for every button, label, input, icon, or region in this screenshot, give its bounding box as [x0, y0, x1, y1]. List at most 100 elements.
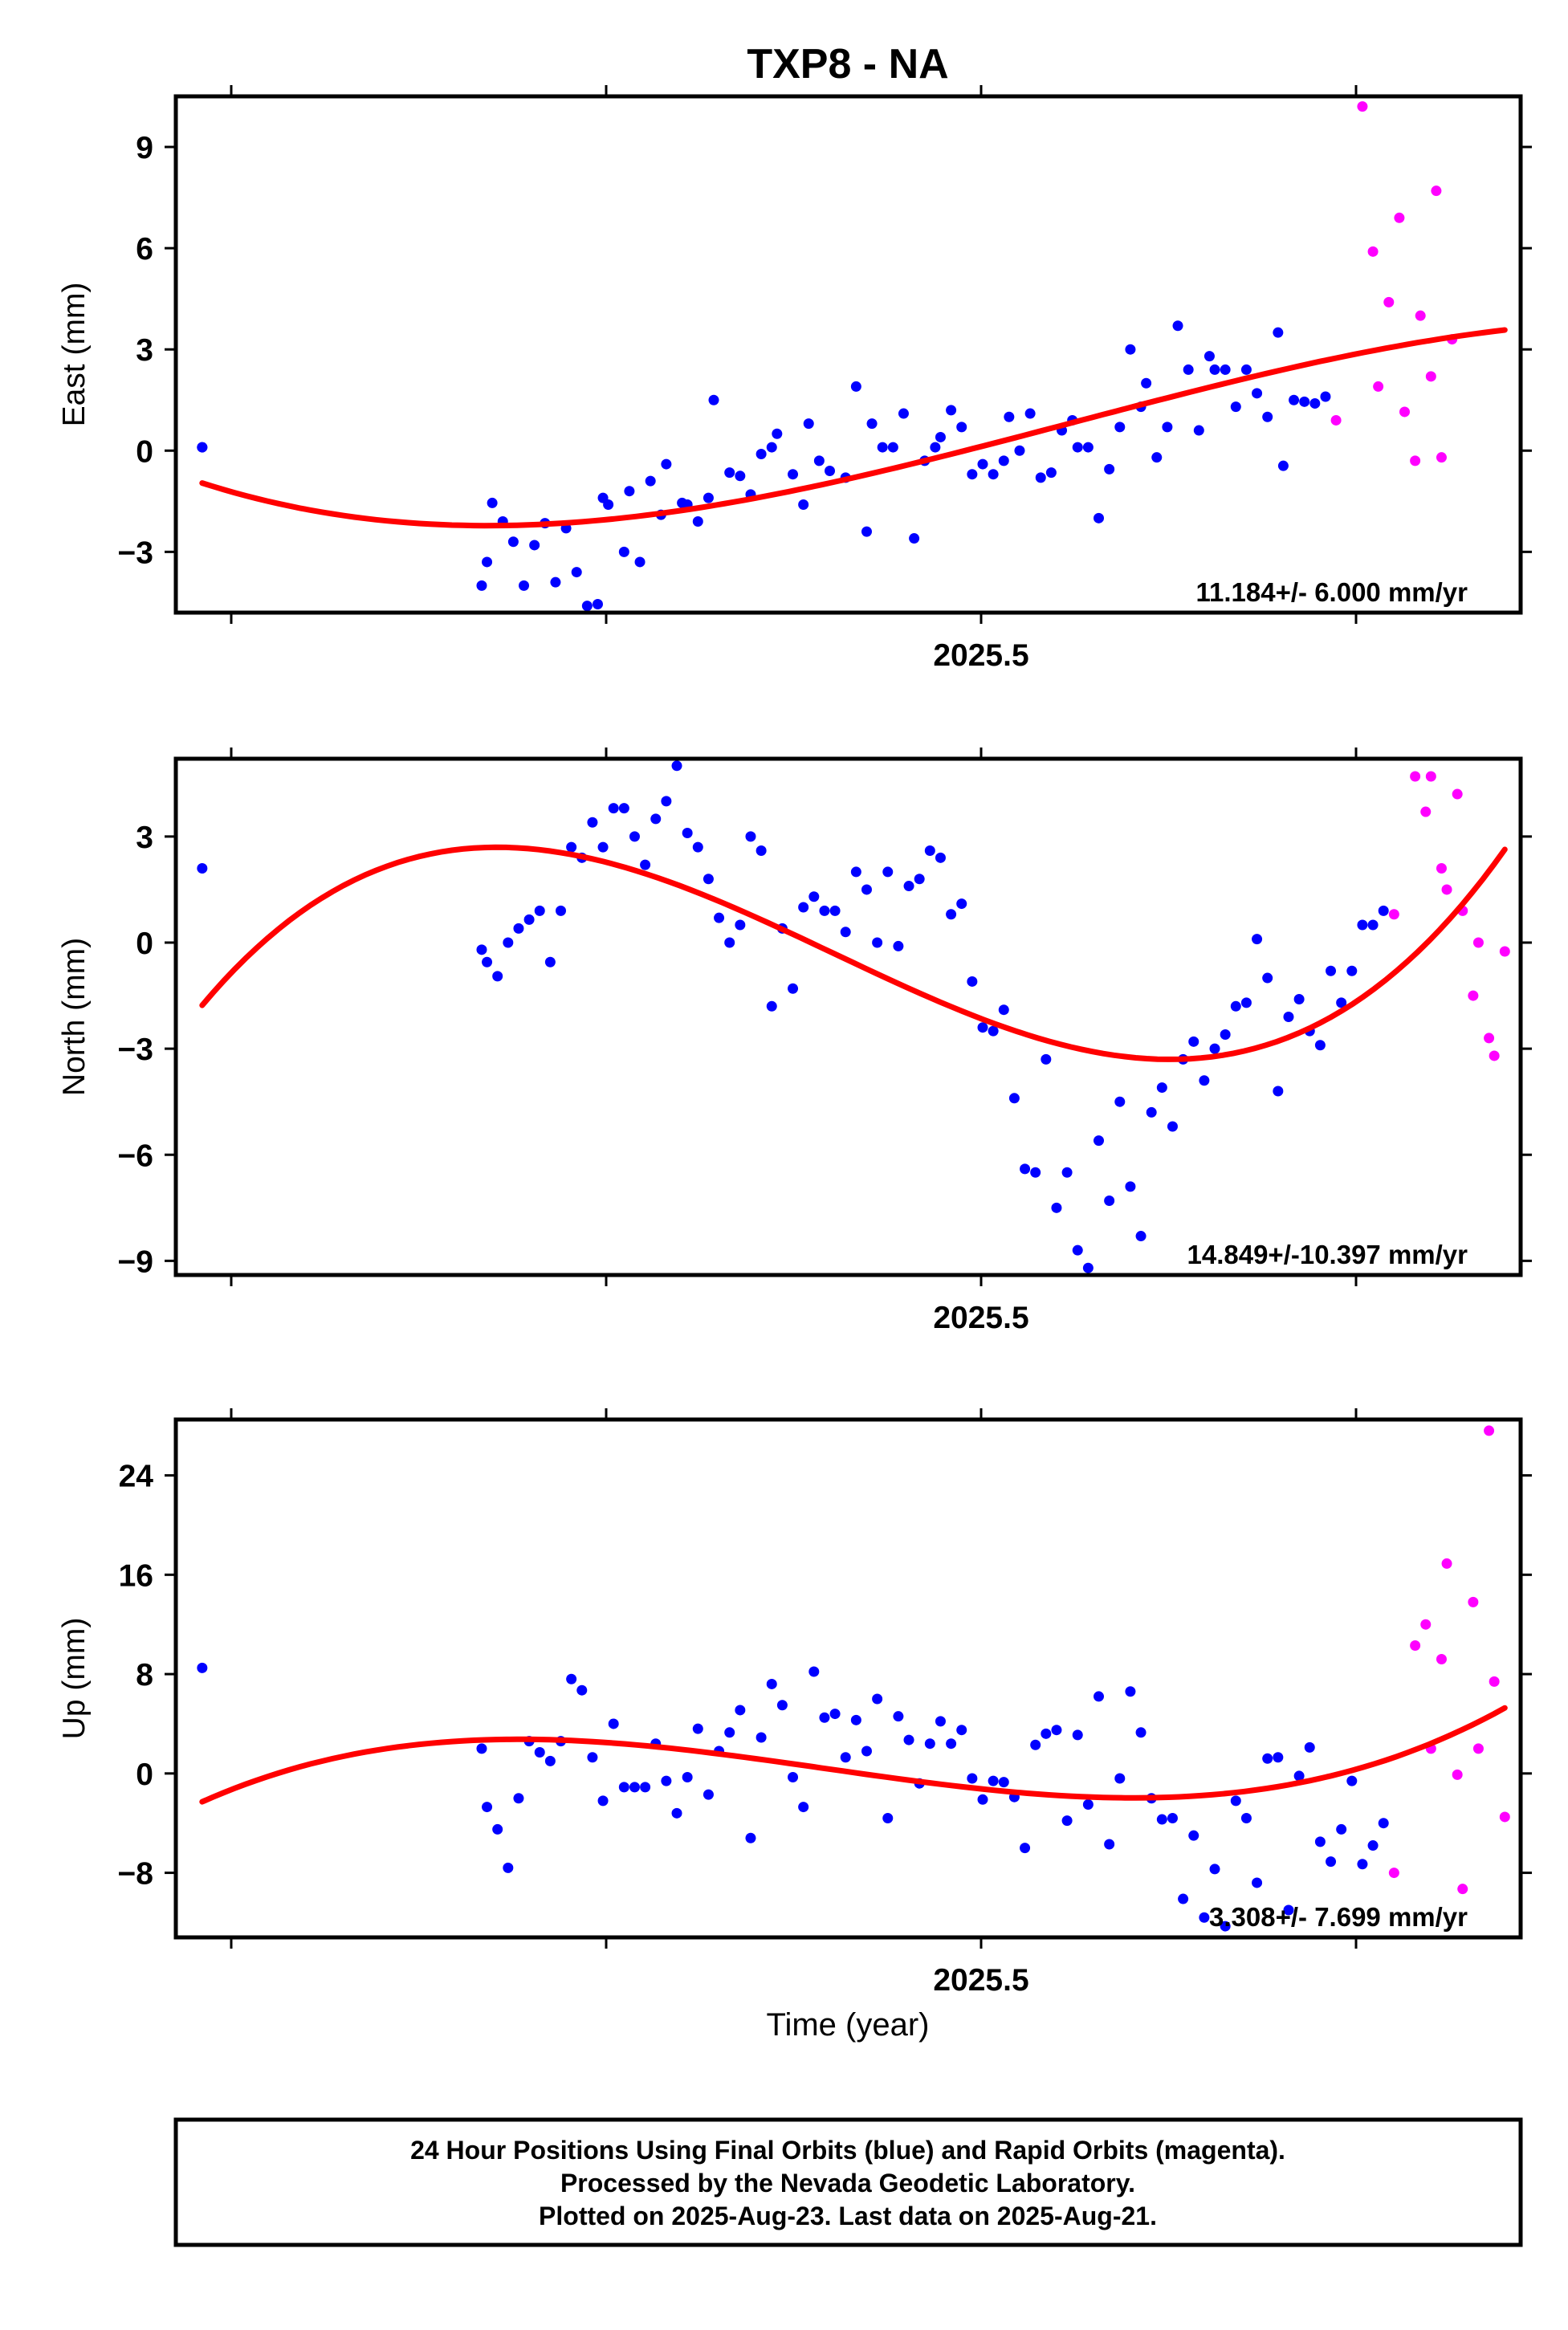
east-final-point [529, 540, 540, 551]
up-final-point [1178, 1893, 1189, 1904]
east-rapid-point [1431, 185, 1442, 197]
up-final-point [1304, 1741, 1315, 1753]
north-final-point [755, 845, 767, 857]
east-rapid-point [1415, 310, 1426, 321]
up-fit-curve [199, 1705, 1508, 1805]
up-final-point [724, 1727, 735, 1738]
north-final-point [1262, 972, 1273, 984]
up-rapid-point [1441, 1558, 1452, 1569]
north-rapid-point [1410, 771, 1421, 782]
footer-line-3: Plotted on 2025-Aug-23. Last data on 202… [539, 2202, 1157, 2230]
north-final-point [513, 923, 524, 934]
up-final-point [534, 1747, 545, 1758]
up-final-point [1051, 1725, 1062, 1736]
east-final-point [798, 499, 809, 511]
up-final-point [1094, 1691, 1105, 1702]
up-final-point [755, 1732, 767, 1743]
east-final-point [571, 567, 582, 578]
east-rapid-point [1383, 296, 1395, 308]
north-final-point [840, 927, 851, 938]
east-final-point [661, 458, 672, 470]
east-final-point [1162, 422, 1173, 433]
north-final-point [608, 803, 619, 814]
east-final-point [977, 458, 988, 470]
east-rapid-point [1330, 414, 1342, 426]
up-y-axis-label: Up (mm) [57, 1618, 92, 1740]
east-final-point [788, 469, 799, 480]
up-final-point [1030, 1739, 1041, 1750]
north-rapid-point [1452, 788, 1463, 800]
east-final-point [645, 475, 656, 487]
north-final-point [650, 813, 662, 825]
up-rapid-point [1452, 1769, 1463, 1780]
footer-line-2: Processed by the Nevada Geodetic Laborat… [560, 2169, 1135, 2198]
up-frame [173, 1417, 1523, 1940]
east-final-point [197, 442, 208, 453]
north-rate-label: 14.849+/-10.397 mm/yr [1187, 1240, 1468, 1269]
up-rate-label: 3.308+/- 7.699 mm/yr [1209, 1902, 1468, 1932]
up-final-point [850, 1714, 861, 1725]
up-final-point [587, 1752, 598, 1763]
north-final-point [1188, 1036, 1199, 1047]
up-final-point [1346, 1775, 1358, 1786]
up-rapid-point [1410, 1640, 1421, 1652]
north-rapid-point [1436, 863, 1447, 874]
east-final-point [476, 580, 487, 591]
north-final-point [1125, 1181, 1136, 1192]
up-final-point [988, 1775, 999, 1786]
north-final-point [1346, 965, 1358, 976]
east-final-point [1072, 442, 1083, 453]
north-final-point [1357, 919, 1368, 931]
north-final-point [1156, 1082, 1167, 1094]
up-final-point [1367, 1840, 1379, 1851]
east-final-point [592, 598, 603, 609]
east-final-point [898, 408, 909, 419]
east-final-point [755, 448, 767, 459]
up-final-point [682, 1771, 693, 1782]
up-final-point [1252, 1877, 1263, 1888]
up-final-point [1336, 1823, 1347, 1835]
north-final-point [1314, 1040, 1326, 1051]
east-rapid-point [1436, 452, 1447, 463]
east-rapid-point [1373, 381, 1384, 392]
up-final-point [1230, 1795, 1241, 1807]
up-ytick-label: 16 [119, 1558, 153, 1593]
east-ytick-label: 3 [136, 333, 153, 368]
north-final-point [523, 914, 535, 925]
up-final-point [861, 1745, 872, 1757]
north-final-point [1367, 919, 1379, 931]
north-final-point [893, 940, 904, 951]
up-final-point [840, 1752, 851, 1763]
up-rapid-point [1457, 1884, 1468, 1895]
east-final-point [1240, 364, 1252, 375]
up-final-point [1188, 1830, 1199, 1841]
east-final-point [998, 455, 1009, 466]
up-final-point [1125, 1686, 1136, 1697]
north-final-point [1094, 1135, 1105, 1147]
up-final-point [618, 1782, 629, 1793]
east-final-point [1252, 388, 1263, 399]
east-final-point [708, 394, 719, 405]
east-final-point [1141, 377, 1152, 389]
up-panel: −8 0 8 16 24 2025.5 Up (mm) 3.308+/- 7.699 mm/y… [57, 1408, 1532, 1998]
north-rapid-point [1499, 946, 1510, 957]
up-final-point [872, 1693, 883, 1705]
north-final-point [1020, 1163, 1031, 1175]
north-final-point [482, 956, 493, 967]
up-final-point [1378, 1818, 1389, 1829]
north-final-point [661, 796, 672, 807]
up-final-point [1061, 1815, 1073, 1827]
up-final-point [735, 1705, 746, 1716]
up-rapid-point [1388, 1868, 1399, 1879]
up-final-point [1199, 1912, 1210, 1923]
up-final-point [1209, 1864, 1220, 1875]
up-final-point [1357, 1859, 1368, 1870]
up-final-point [745, 1832, 756, 1843]
north-final-point [1030, 1167, 1041, 1178]
up-final-point [935, 1716, 946, 1727]
up-final-point [829, 1709, 841, 1720]
east-final-point [624, 486, 635, 497]
up-final-point [1114, 1773, 1126, 1784]
up-rapid-point [1489, 1676, 1500, 1687]
